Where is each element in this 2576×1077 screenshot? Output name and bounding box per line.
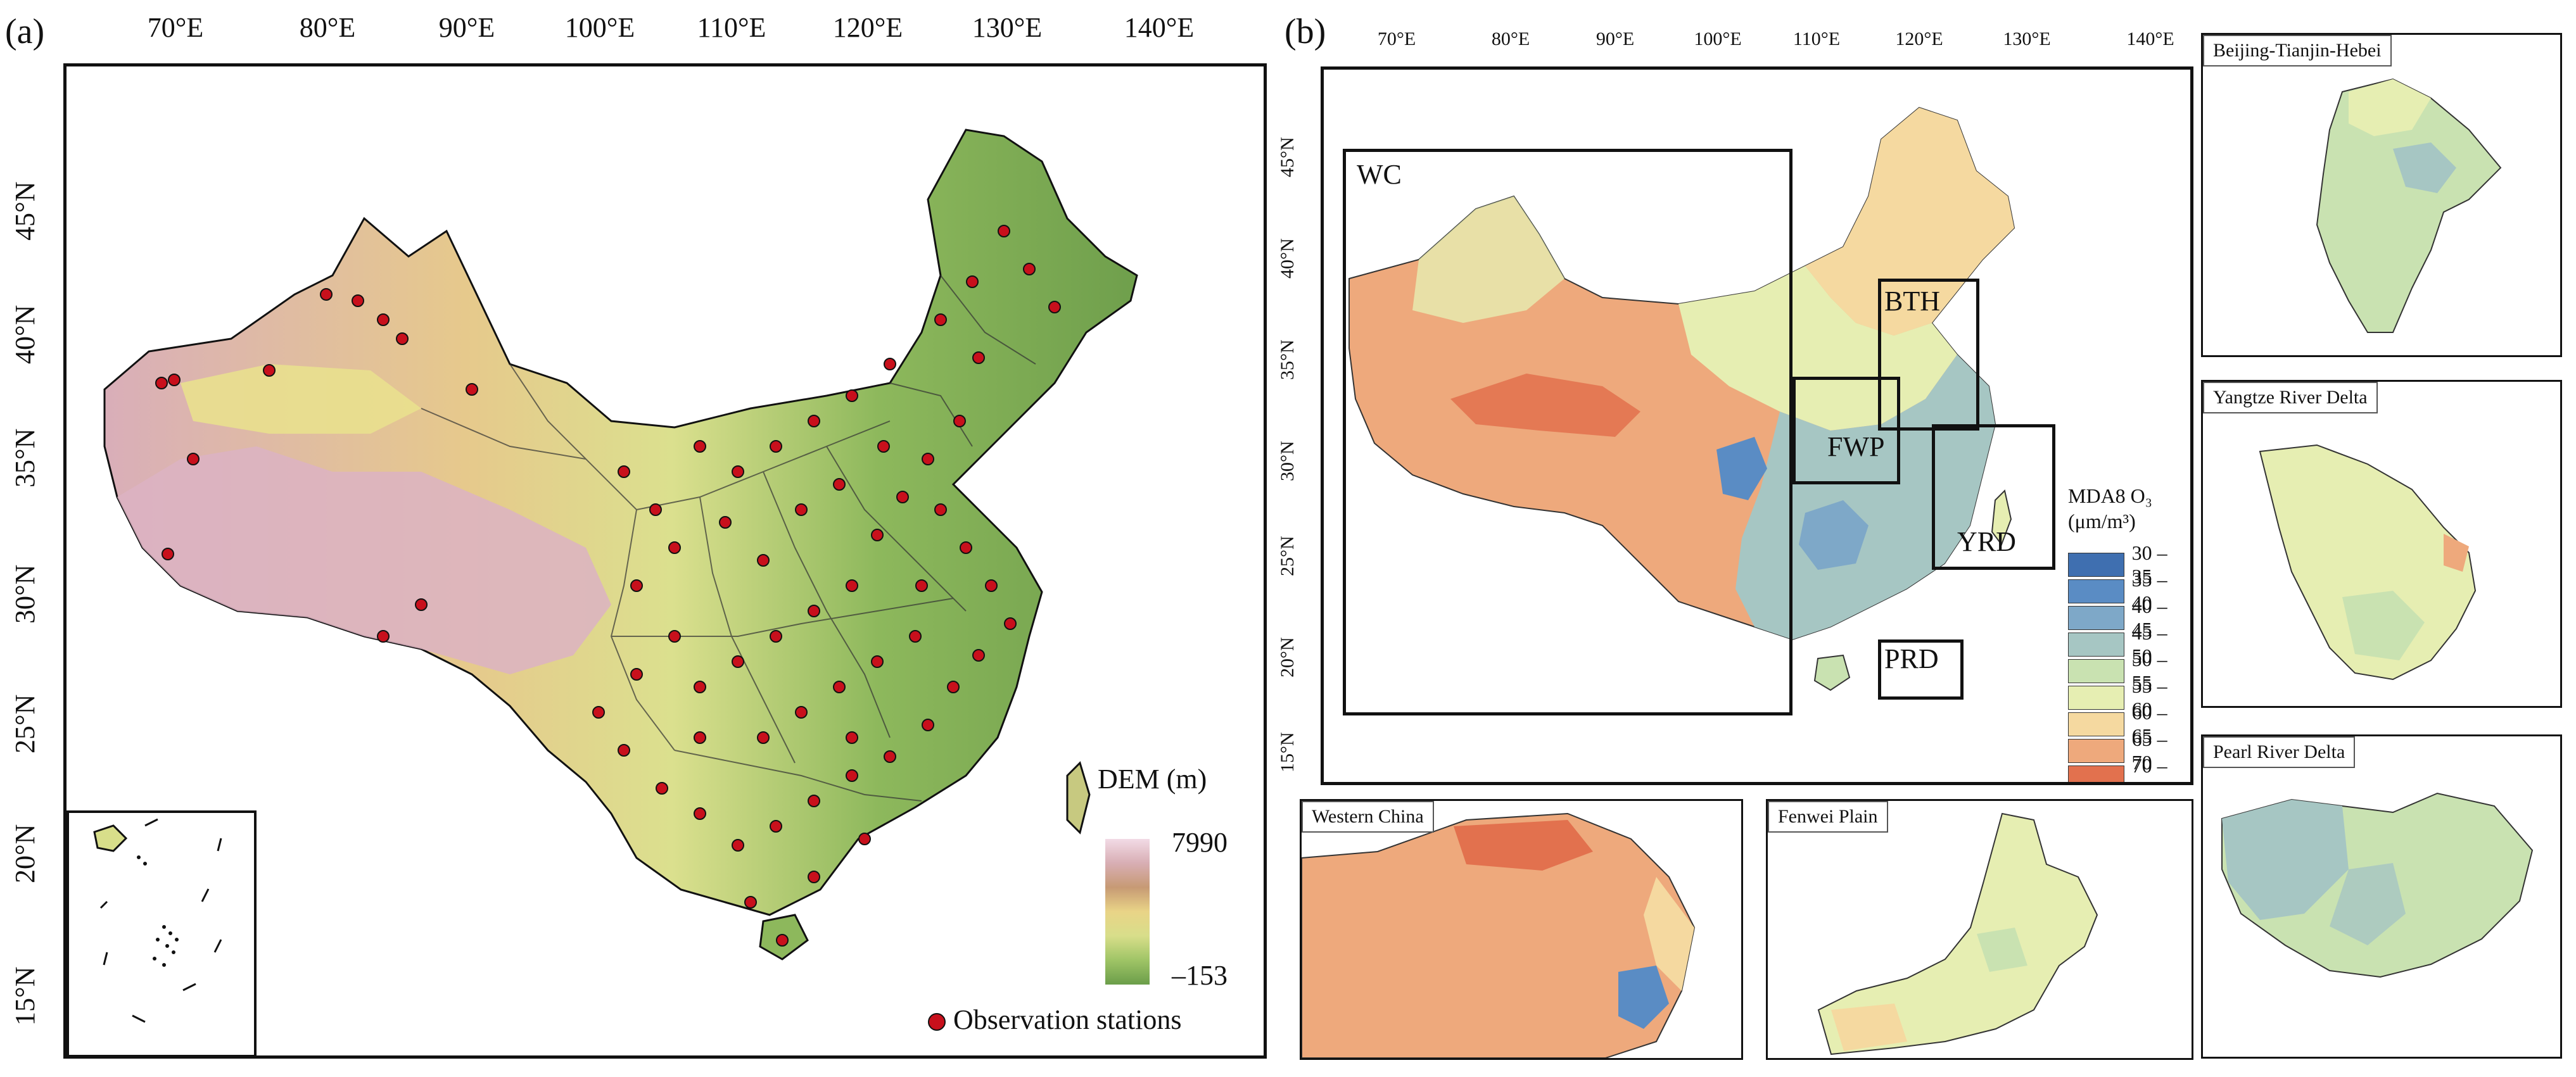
dem-legend-title: DEM (m) xyxy=(1098,764,1207,795)
bth-region-box xyxy=(1878,279,1979,431)
o3-legend-item: 35 – 40 xyxy=(2068,568,2190,615)
o3-legend-title: MDA8 O₃ xyxy=(2068,484,2152,507)
lon-tick: 140°E xyxy=(2126,28,2174,49)
panel-b-label: (b) xyxy=(1285,12,1326,51)
lat-tick: 15°N xyxy=(1277,732,1298,772)
o3-legend-item: 55 – 60 xyxy=(2068,674,2190,721)
wc-region-label: WC xyxy=(1357,159,1402,190)
lon-tick: 100°E xyxy=(1694,28,1742,49)
lon-tick: 110°E xyxy=(697,12,766,43)
lat-tick: 35°N xyxy=(1277,339,1298,380)
station-legend-marker xyxy=(928,1013,946,1031)
o3-legend-item: 45 – 50 xyxy=(2068,621,2190,668)
o3-high-zone xyxy=(1450,374,1640,437)
stations-legend-label: Observation stations xyxy=(953,1004,1182,1035)
lat-tick: 30°N xyxy=(1277,441,1298,481)
lat-tick: 45°N xyxy=(10,181,41,241)
province-boundaries xyxy=(421,275,1036,802)
fwp-region-box xyxy=(1792,377,1900,484)
o3-sichuan-low xyxy=(1716,437,1767,500)
taiwan-o3 xyxy=(1991,489,2012,546)
o3-legend-item: 70 – 75 xyxy=(2068,754,2190,782)
prd-inset: Pearl River Delta xyxy=(2201,734,2562,1059)
lat-tick: 40°N xyxy=(1277,238,1298,279)
o3-northwest-zone xyxy=(1412,196,1564,323)
o3-legend-unit: (μm/m³) xyxy=(2068,510,2136,532)
dem-legend-min: –153 xyxy=(1172,960,1228,991)
o3-map xyxy=(1348,106,2015,691)
yrd-region-box xyxy=(1932,424,2055,570)
lat-tick: 20°N xyxy=(10,824,41,883)
panel-a-map-frame xyxy=(63,63,1267,1059)
o3-legend-item: 60 – 65 xyxy=(2068,701,2190,748)
prd-region-box xyxy=(1878,639,1964,700)
lon-tick: 90°E xyxy=(1596,28,1635,49)
lon-tick: 140°E xyxy=(1124,12,1195,43)
o3-north-zone xyxy=(1678,266,1957,431)
bth-region-label: BTH xyxy=(1884,286,1940,317)
o3-south-zone xyxy=(1735,355,1995,639)
lon-tick: 70°E xyxy=(147,12,204,43)
lat-tick: 30°N xyxy=(10,564,41,624)
hainan-o3 xyxy=(1813,654,1851,691)
panel-a-label: (a) xyxy=(5,12,45,51)
wc-inset: Western China xyxy=(1300,799,1743,1060)
lat-tick: 25°N xyxy=(1277,536,1298,576)
observation-stations xyxy=(155,225,1061,947)
dem-legend-max: 7990 xyxy=(1172,827,1228,858)
tarim-basin xyxy=(181,364,421,434)
lon-tick: 120°E xyxy=(1895,28,1943,49)
lat-tick: 25°N xyxy=(10,694,41,753)
lon-tick: 70°E xyxy=(1377,28,1416,49)
lat-tick: 45°N xyxy=(1277,137,1298,177)
fwp-inset: Fenwei Plain xyxy=(1766,799,2193,1060)
prd-region-label: PRD xyxy=(1884,643,1939,674)
wc-region-box xyxy=(1343,149,1792,715)
fwp-region-label: FWP xyxy=(1827,431,1885,462)
china-landmass xyxy=(103,129,1138,916)
lon-tick: 130°E xyxy=(972,12,1043,43)
lat-tick: 15°N xyxy=(10,966,41,1026)
o3-legend-item: 50 – 55 xyxy=(2068,648,2190,695)
taiwan-island xyxy=(1066,761,1091,835)
lat-tick: 40°N xyxy=(10,305,41,364)
yrd-inset: Yangtze River Delta xyxy=(2201,380,2562,708)
yrd-inset-title: Yangtze River Delta xyxy=(2203,382,2378,413)
lon-tick: 80°E xyxy=(1491,28,1530,49)
lon-tick: 130°E xyxy=(2003,28,2051,49)
bth-inset: Beijing-Tianjin-Hebei xyxy=(2201,33,2562,357)
yrd-region-label: YRD xyxy=(1957,526,2016,557)
o3-legend-item: 65 – 70 xyxy=(2068,727,2190,774)
lon-tick: 90°E xyxy=(438,12,495,43)
lon-tick: 120°E xyxy=(832,12,903,43)
o3-low-zone xyxy=(1799,500,1869,570)
dem-colorbar xyxy=(1105,839,1150,985)
o3-legend-item: 40 – 45 xyxy=(2068,595,2190,641)
lon-tick: 110°E xyxy=(1792,28,1841,49)
lat-tick: 20°N xyxy=(1277,637,1298,677)
wc-inset-title: Western China xyxy=(1302,801,1434,833)
dem-map xyxy=(103,129,1138,960)
lat-tick: 35°N xyxy=(10,428,41,488)
lon-tick: 80°E xyxy=(299,12,356,43)
tibet-plateau xyxy=(117,446,611,674)
panel-b-map-frame: WC BTH FWP YRD PRD MDA8 O₃ (μm/m³) 30 – … xyxy=(1321,66,2193,785)
fwp-inset-title: Fenwei Plain xyxy=(1768,801,1888,833)
prd-inset-title: Pearl River Delta xyxy=(2203,736,2356,768)
o3-legend-item: 30 – 35 xyxy=(2068,541,2190,588)
south-china-sea-inset xyxy=(67,810,257,1055)
lon-tick: 100°E xyxy=(564,12,635,43)
bth-inset-title: Beijing-Tianjin-Hebei xyxy=(2203,35,2392,66)
